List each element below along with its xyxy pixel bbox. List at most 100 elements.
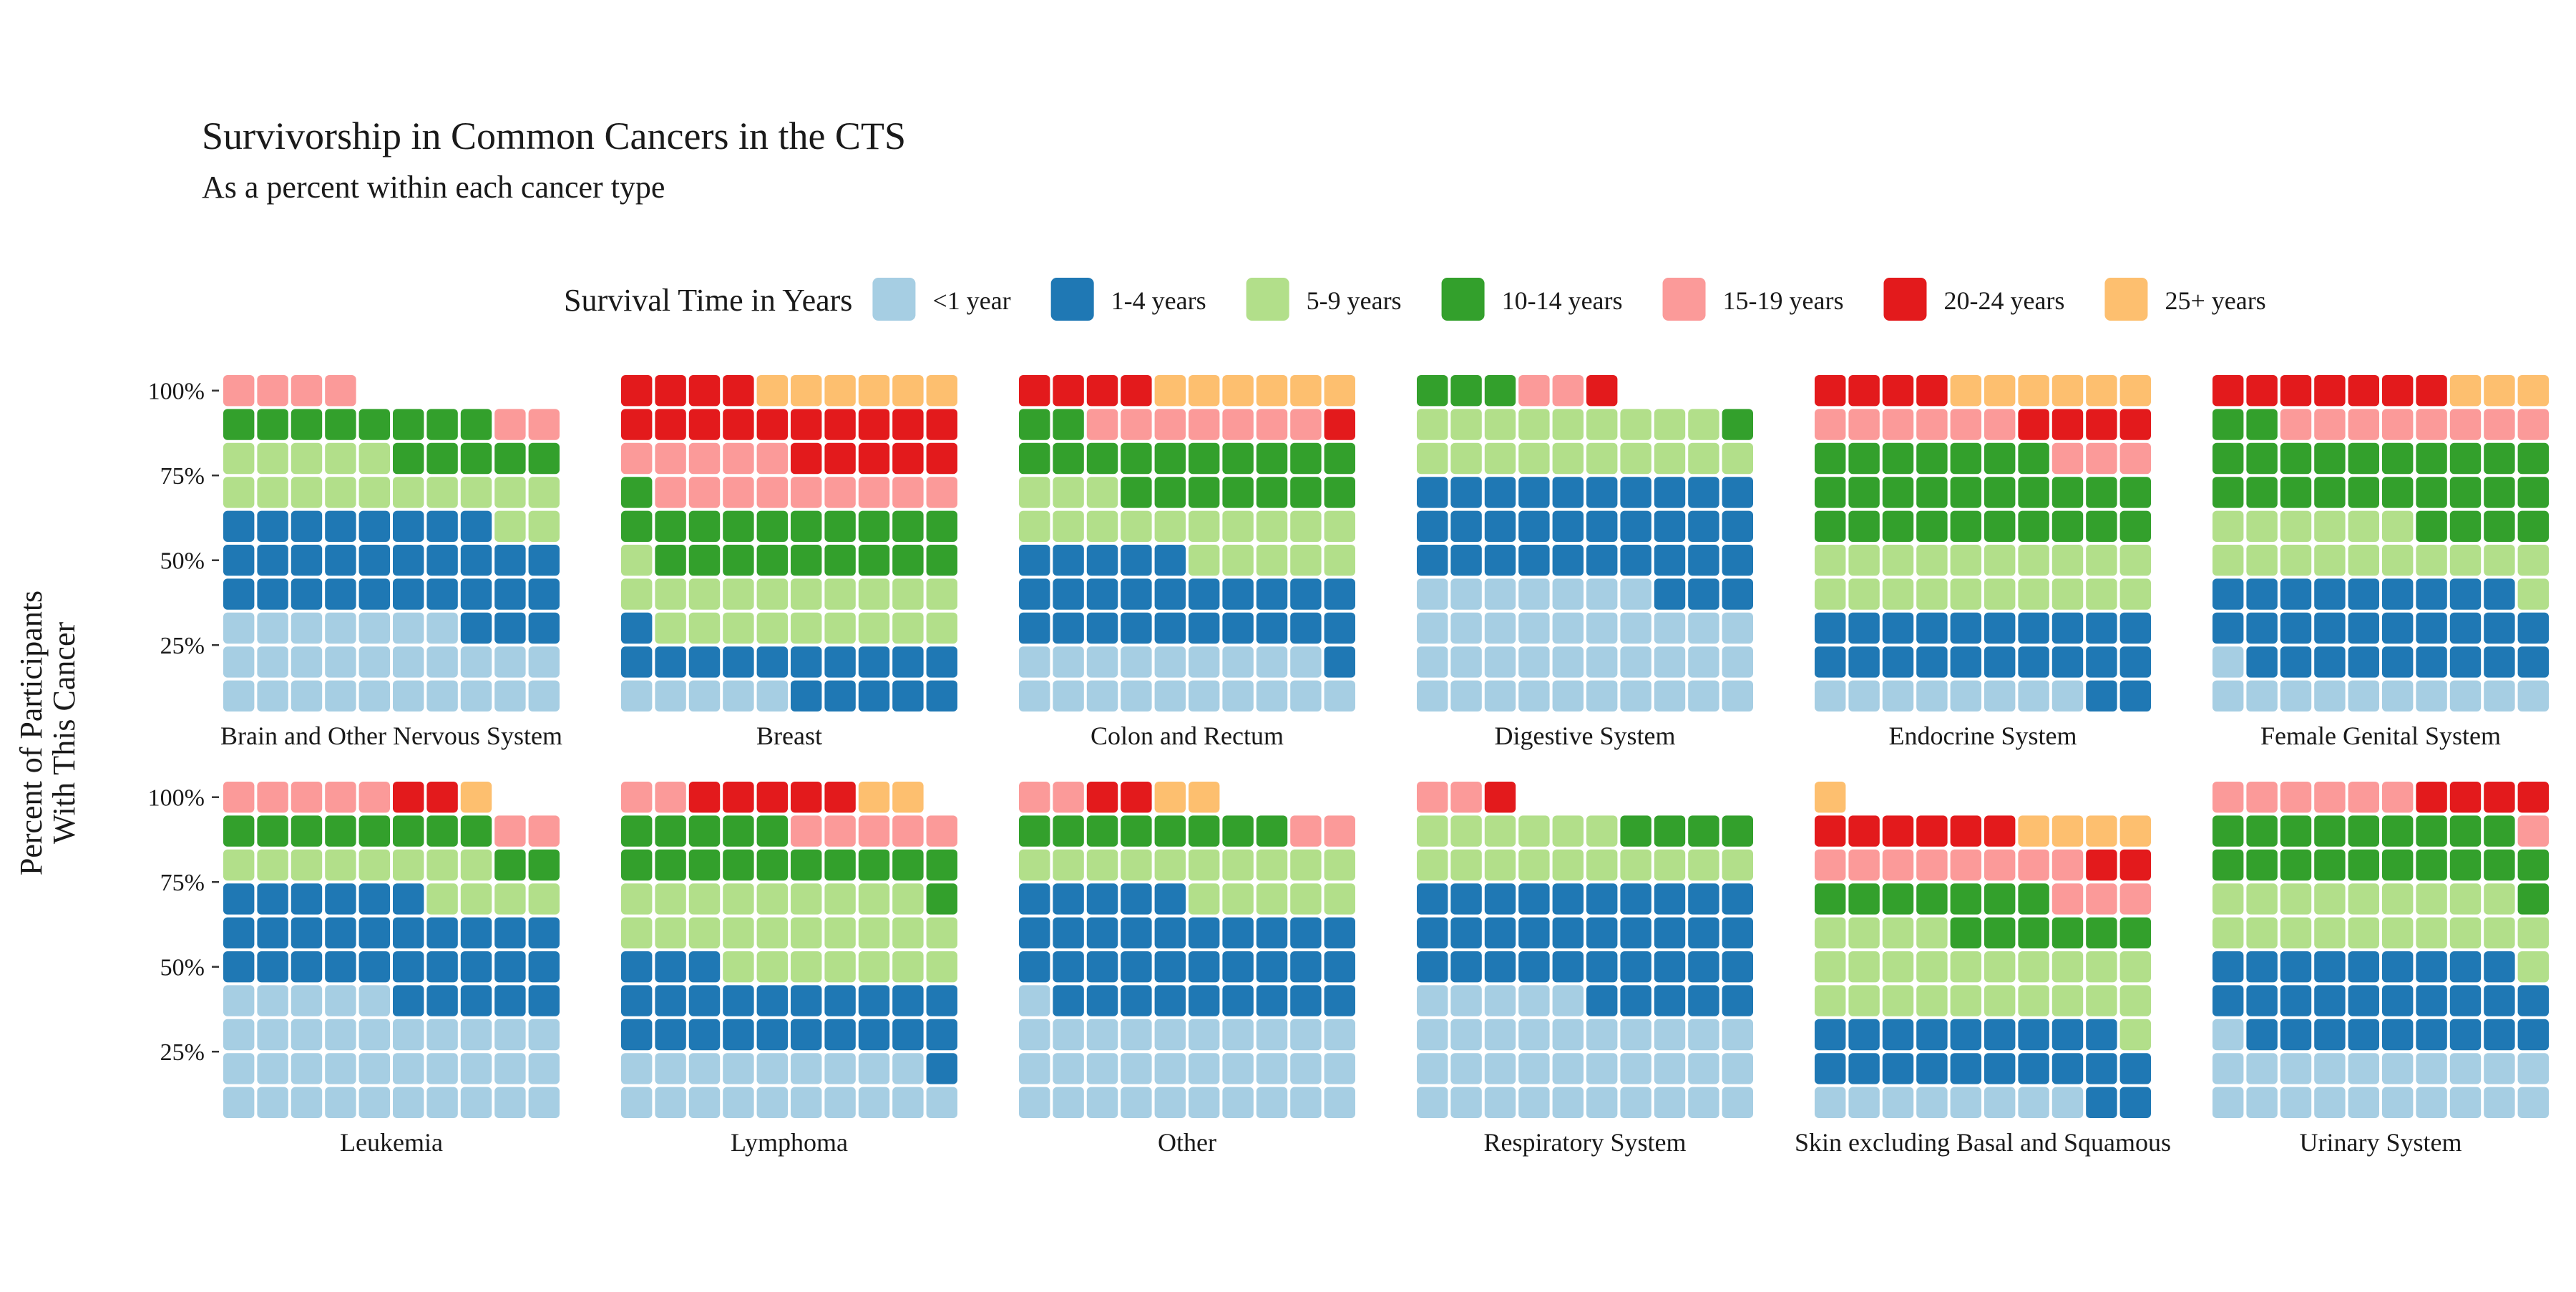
waffle-cell <box>1256 612 1288 644</box>
waffle-cell <box>1053 646 1084 678</box>
waffle-cell <box>655 1019 686 1051</box>
waffle-cell <box>2416 680 2447 711</box>
waffle-cell <box>1256 1019 1288 1051</box>
waffle-cell <box>621 545 653 576</box>
waffle-cell <box>291 883 323 915</box>
waffle-cell <box>325 442 356 475</box>
waffle-cell <box>858 782 890 813</box>
waffle-cell <box>1417 646 1448 678</box>
waffle-cell <box>688 1019 721 1051</box>
waffle-cell <box>358 917 390 948</box>
waffle-cell <box>2280 849 2312 881</box>
waffle-cell <box>1654 985 1686 1016</box>
waffle-cell <box>2051 477 2084 508</box>
waffle-cell <box>291 917 323 948</box>
waffle-cell <box>2449 1053 2482 1084</box>
waffle-cell <box>393 1019 424 1051</box>
ylabel-line-2: With This Cancer <box>47 622 82 845</box>
waffle-cell <box>1950 849 1981 881</box>
waffle-cell <box>2382 1087 2414 1118</box>
waffle-cell <box>2246 849 2278 881</box>
waffle-cell <box>756 545 788 576</box>
waffle-cell <box>1256 1053 1288 1084</box>
panel-11: Urinary System <box>2212 782 2549 1157</box>
waffle-cell <box>2212 375 2244 407</box>
waffle-cell <box>1984 375 2016 407</box>
waffle-cell <box>2314 1019 2346 1051</box>
waffle-cell <box>1256 1087 1288 1118</box>
waffle-cell <box>858 951 890 983</box>
waffle-cell <box>358 782 390 813</box>
waffle-cell <box>1189 646 1220 678</box>
waffle-cell <box>2517 883 2549 915</box>
waffle-cell <box>621 951 653 983</box>
waffle-cell <box>1154 510 1186 542</box>
y-axis-title: Percent of Participants With This Cancer <box>14 591 82 875</box>
waffle-cell <box>1882 680 1914 711</box>
waffle-cell <box>858 985 890 1016</box>
waffle-cell <box>460 1019 492 1051</box>
waffle-cell <box>1586 951 1618 983</box>
waffle-cell <box>1121 646 1152 678</box>
waffle-cell <box>756 442 788 475</box>
waffle-cell <box>892 578 924 610</box>
waffle-cell <box>892 951 924 983</box>
waffle-cell <box>1586 985 1618 1016</box>
waffle-cell <box>2449 951 2482 983</box>
waffle-cell <box>2051 442 2084 475</box>
waffle-cell <box>1518 510 1550 542</box>
waffle-cell <box>2484 578 2515 610</box>
waffle-cell <box>1848 409 1880 440</box>
waffle-cell <box>1688 1087 1719 1118</box>
waffle-cell <box>1189 578 1220 610</box>
waffle-cell <box>1848 477 1880 508</box>
waffle-cell <box>257 545 288 576</box>
waffle-cell <box>1324 578 1355 610</box>
waffle-cell <box>756 680 788 711</box>
waffle-cell <box>1654 1019 1686 1051</box>
waffle-cell <box>688 477 721 508</box>
waffle-cell <box>1086 883 1118 915</box>
waffle-cell <box>892 409 924 440</box>
waffle-cell <box>1552 951 1584 983</box>
waffle-cell <box>1950 1053 1981 1084</box>
waffle-cell <box>2517 646 2549 678</box>
waffle-cell <box>2119 612 2151 644</box>
waffle-cell <box>1222 375 1254 407</box>
waffle-cell <box>1417 917 1448 948</box>
waffle-cell <box>460 680 492 711</box>
waffle-cell <box>2119 442 2151 475</box>
waffle-cell <box>2484 409 2515 440</box>
waffle-cell <box>1256 815 1288 847</box>
waffle-cell <box>723 510 754 542</box>
waffle-cell <box>1053 883 1084 915</box>
legend-label-0: <1 year <box>932 286 1010 315</box>
waffle-cell <box>2018 1087 2049 1118</box>
waffle-cell <box>1290 849 1322 881</box>
waffle-cell <box>2051 1019 2084 1051</box>
waffle-cell <box>2416 375 2447 407</box>
waffle-cell <box>756 612 788 644</box>
waffle-cell <box>1882 883 1914 915</box>
waffle-cell <box>2246 442 2278 475</box>
waffle-cell <box>1654 510 1686 542</box>
waffle-cell <box>1053 545 1084 576</box>
waffle-cell <box>1121 510 1152 542</box>
waffle-cell <box>257 646 288 678</box>
waffle-cell <box>1154 375 1186 407</box>
waffle-cell <box>494 545 526 576</box>
waffle-cell <box>2517 849 2549 881</box>
waffle-cell <box>528 985 560 1016</box>
waffle-cell <box>494 917 526 948</box>
waffle-cell <box>2416 815 2447 847</box>
waffle-cell <box>1984 680 2016 711</box>
waffle-cell <box>291 985 323 1016</box>
waffle-cell <box>1053 917 1084 948</box>
waffle-cell <box>2212 545 2244 576</box>
waffle-cell <box>1154 680 1186 711</box>
waffle-cell <box>1620 612 1652 644</box>
waffle-cell <box>358 646 390 678</box>
waffle-cell <box>723 985 754 1016</box>
waffle-cell <box>1324 612 1355 644</box>
waffle-cell <box>1484 442 1516 475</box>
